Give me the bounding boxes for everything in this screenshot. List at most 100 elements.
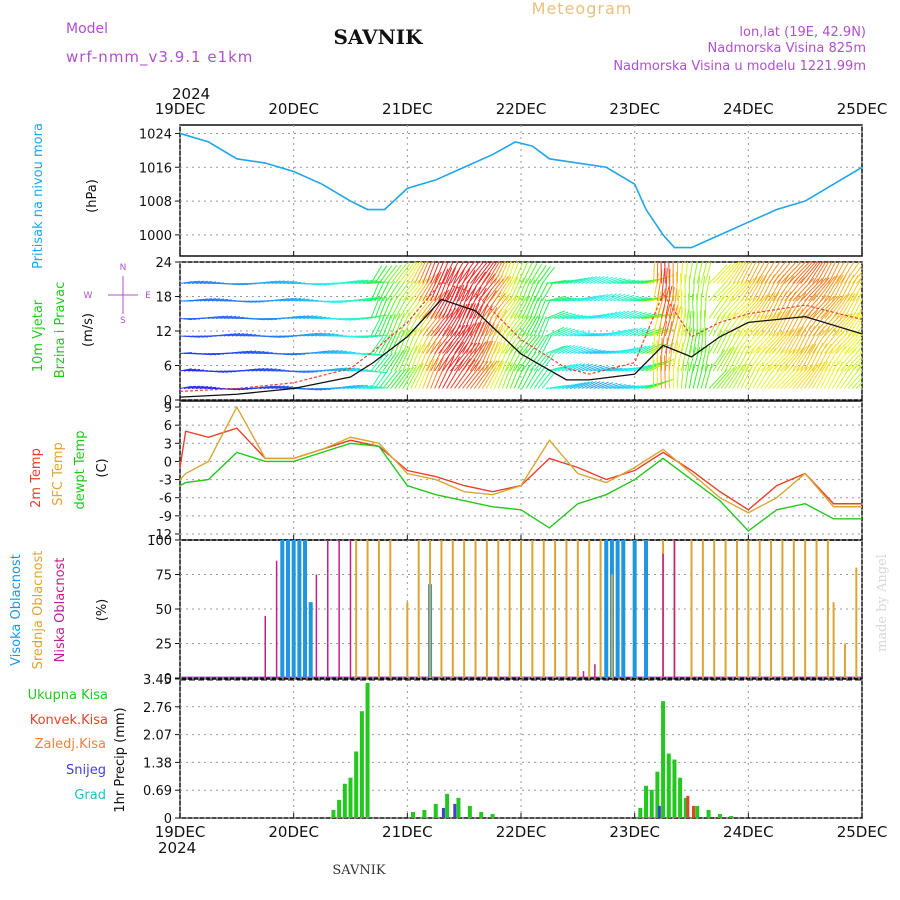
wind-barb: [621, 280, 640, 284]
wind-barb: [593, 276, 609, 284]
wind-barb: [235, 350, 249, 354]
wind-barb: [847, 264, 862, 284]
wind-barb: [374, 370, 388, 389]
wind-barb: [744, 314, 766, 337]
total-precip-bar: [661, 701, 666, 818]
y-tick-label: 24: [155, 256, 172, 271]
wind-barb: [712, 329, 726, 354]
y-tick-label: 12: [155, 325, 172, 340]
wind-barb: [676, 325, 686, 354]
temp-unit: (C): [95, 458, 110, 477]
wind-barb: [625, 327, 642, 337]
wind-barb: [410, 327, 423, 354]
wind-barb: [485, 262, 500, 284]
wind-barb: [434, 268, 449, 302]
wind-barb: [855, 381, 862, 389]
wind-barb: [549, 327, 568, 337]
wind-barb: [521, 367, 534, 389]
wind-barb: [485, 308, 503, 337]
total-precip-bar: [422, 809, 427, 818]
wind-barb: [541, 283, 554, 302]
wind-barb: [732, 297, 754, 319]
wind-barb: [776, 348, 798, 372]
wind-barb: [744, 275, 761, 302]
wind-barb: [505, 314, 524, 337]
wind-barb: [446, 342, 469, 372]
wind-barb: [454, 285, 468, 319]
wind-barb: [227, 316, 241, 319]
wind-barb: [406, 262, 421, 284]
wind-barb: [414, 276, 432, 302]
wind-barb: [851, 284, 862, 302]
wind-barb: [323, 349, 339, 354]
wind-barb: [183, 385, 196, 389]
wind-barb: [597, 350, 614, 354]
y-tick-label: 100: [147, 534, 172, 549]
temp-sfc-line: [179, 405, 862, 514]
mid-cloud-bar: [826, 540, 829, 678]
wind-barb: [577, 276, 594, 284]
wind-barb: [732, 329, 749, 354]
wind-barb: [422, 326, 440, 354]
wind-barb: [828, 262, 841, 284]
wind-barb: [859, 280, 862, 284]
wind-barb: [319, 333, 335, 337]
day-label-top: 24DEC: [723, 100, 774, 118]
wind-barb: [462, 270, 481, 302]
wind-barb: [836, 293, 853, 319]
wind-barb: [434, 325, 457, 354]
wind-barb: [664, 320, 673, 354]
wind-barb: [485, 341, 499, 372]
wind-barb: [267, 368, 281, 372]
wind-barb: [668, 305, 679, 337]
y-tick-label: -6: [159, 492, 172, 507]
wind-barb: [474, 262, 492, 284]
wind-barb: [398, 296, 414, 319]
wind-barb: [485, 292, 506, 319]
wind-barb: [406, 279, 424, 302]
wind-barb: [231, 333, 245, 337]
cloud-label-mid: Srednja Oblacnost: [31, 551, 46, 670]
wind-barb: [430, 262, 440, 284]
wind-barb: [382, 297, 393, 319]
wind-barb: [203, 281, 217, 284]
wind-barb: [824, 330, 845, 354]
wind-barb: [847, 371, 862, 389]
wind-barb: [744, 345, 761, 372]
wind-barb: [505, 262, 516, 284]
wind-barb: [497, 295, 517, 319]
wind-barb: [541, 371, 556, 389]
day-label-bottom: 23DEC: [609, 823, 660, 841]
wind-barb: [656, 288, 666, 319]
wind-barb: [700, 363, 709, 389]
wind-barb: [581, 295, 598, 302]
wind-barb: [509, 364, 521, 389]
wind-barb: [629, 365, 648, 372]
wind-barb: [601, 277, 618, 284]
wind-barb: [382, 314, 392, 337]
wind-barb: [859, 386, 862, 389]
wind-barb: [684, 309, 689, 337]
wind-barb: [477, 262, 495, 284]
wind-barb: [736, 297, 758, 319]
wind-barb: [378, 297, 388, 319]
wind-barb: [664, 285, 673, 319]
wind-barb: [688, 363, 695, 389]
wind-barb: [764, 348, 786, 372]
temp-label-dew: dewpt Temp: [73, 430, 88, 509]
wind-barb: [565, 363, 582, 372]
wind-barb: [855, 324, 862, 337]
wind-barb: [557, 328, 576, 337]
wind-barb: [565, 345, 582, 354]
wind-barb: [553, 312, 573, 319]
y-tick-label: 1000: [139, 229, 172, 244]
wind-barb: [513, 349, 528, 372]
wind-barb: [812, 262, 827, 284]
wind-barb: [609, 367, 627, 372]
total-precip-bar: [649, 789, 654, 818]
wind-barb: [521, 262, 533, 284]
wind-barb: [835, 262, 850, 284]
wind-barb: [720, 262, 739, 284]
wind-barb: [569, 331, 587, 337]
wind-barb: [784, 276, 805, 302]
